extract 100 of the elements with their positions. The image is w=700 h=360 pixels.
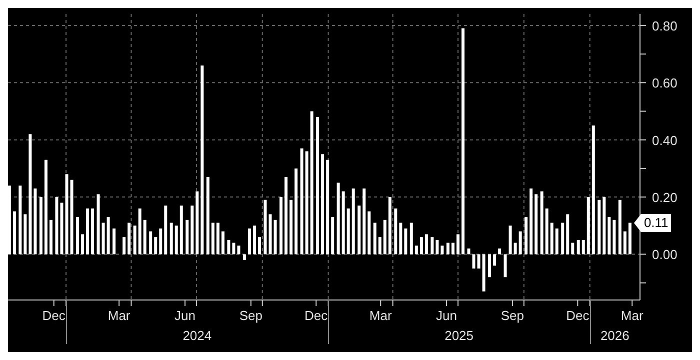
y-tick-label: 0.00	[652, 247, 678, 262]
bar	[24, 214, 27, 254]
bar	[342, 191, 345, 254]
bar	[242, 254, 246, 260]
bar	[472, 254, 476, 269]
y-tick-label: 0.80	[652, 18, 678, 34]
bar	[91, 208, 94, 254]
bar	[154, 237, 158, 254]
text: 2024	[182, 328, 213, 343]
x-tick-label: Sep	[500, 308, 524, 323]
bar	[440, 246, 444, 254]
x-tick-label: Dec	[566, 308, 590, 323]
bar	[508, 226, 512, 254]
bar	[414, 246, 418, 254]
x-tick-label: Jun	[174, 308, 196, 323]
bar	[602, 197, 606, 254]
bar	[608, 217, 611, 254]
bar	[252, 226, 256, 254]
bar	[138, 208, 142, 254]
bar	[321, 154, 324, 254]
bar	[133, 226, 136, 254]
bar	[368, 211, 371, 254]
bar	[462, 28, 465, 254]
bar	[331, 217, 334, 254]
bar	[394, 208, 398, 254]
bar	[284, 177, 288, 254]
bar	[149, 231, 152, 254]
bar	[326, 160, 330, 254]
bar	[300, 148, 304, 254]
bar	[561, 222, 564, 254]
bar	[456, 234, 460, 254]
bar	[86, 208, 90, 254]
bar	[488, 254, 492, 278]
bar	[280, 197, 282, 254]
bar	[8, 186, 11, 254]
bar	[190, 206, 194, 254]
y-tick-label: 0.60	[652, 76, 678, 91]
bar	[122, 237, 126, 254]
bar	[628, 222, 632, 254]
bar	[451, 242, 454, 254]
bar	[534, 194, 538, 254]
bar	[373, 222, 376, 254]
bar	[545, 208, 548, 254]
bar	[518, 231, 522, 254]
bar	[612, 220, 616, 254]
bar	[576, 240, 580, 254]
bar	[623, 231, 626, 254]
bar	[174, 226, 178, 254]
bar	[618, 200, 622, 254]
bar	[524, 217, 528, 254]
bar	[96, 194, 100, 254]
bar	[420, 237, 423, 254]
bar	[227, 240, 230, 254]
bar	[514, 242, 517, 254]
bar	[482, 254, 486, 292]
bar	[504, 254, 507, 278]
bar	[55, 197, 58, 254]
bar	[170, 222, 173, 254]
x-tick-label: Mar	[108, 308, 131, 323]
bar	[362, 188, 366, 254]
bar	[81, 234, 84, 254]
bar	[186, 220, 189, 254]
bar	[44, 160, 48, 254]
bar	[571, 242, 574, 254]
bar	[221, 231, 224, 254]
x-tick-label: Dec	[42, 308, 66, 323]
bar	[28, 134, 32, 254]
x-tick-label: Sep	[239, 308, 262, 323]
x-tick-label: Mar	[620, 308, 644, 323]
bar	[76, 217, 79, 254]
bar	[180, 206, 183, 254]
bar	[477, 254, 480, 269]
bar	[159, 228, 162, 254]
bar	[290, 200, 293, 254]
bar	[248, 228, 251, 254]
bar	[102, 222, 105, 254]
bar	[582, 240, 585, 254]
bar	[143, 220, 146, 254]
bar	[310, 111, 314, 254]
bar	[598, 200, 601, 254]
bar	[237, 246, 240, 254]
bar	[49, 220, 52, 254]
y-tick-label: 0.20	[652, 190, 678, 206]
text: 2025	[444, 328, 475, 343]
bar	[34, 188, 37, 254]
bar	[550, 222, 554, 254]
x-tick-label: Dec	[304, 308, 328, 323]
bar	[399, 222, 402, 254]
bar	[592, 126, 595, 254]
bar	[436, 240, 439, 254]
bar	[200, 65, 204, 254]
bar	[206, 177, 210, 254]
bar	[12, 211, 16, 254]
bar	[196, 191, 199, 254]
bar	[65, 174, 68, 254]
bar	[305, 151, 308, 254]
bar	[467, 248, 470, 254]
bar	[378, 237, 382, 254]
bar	[410, 222, 413, 254]
bar	[498, 248, 502, 254]
